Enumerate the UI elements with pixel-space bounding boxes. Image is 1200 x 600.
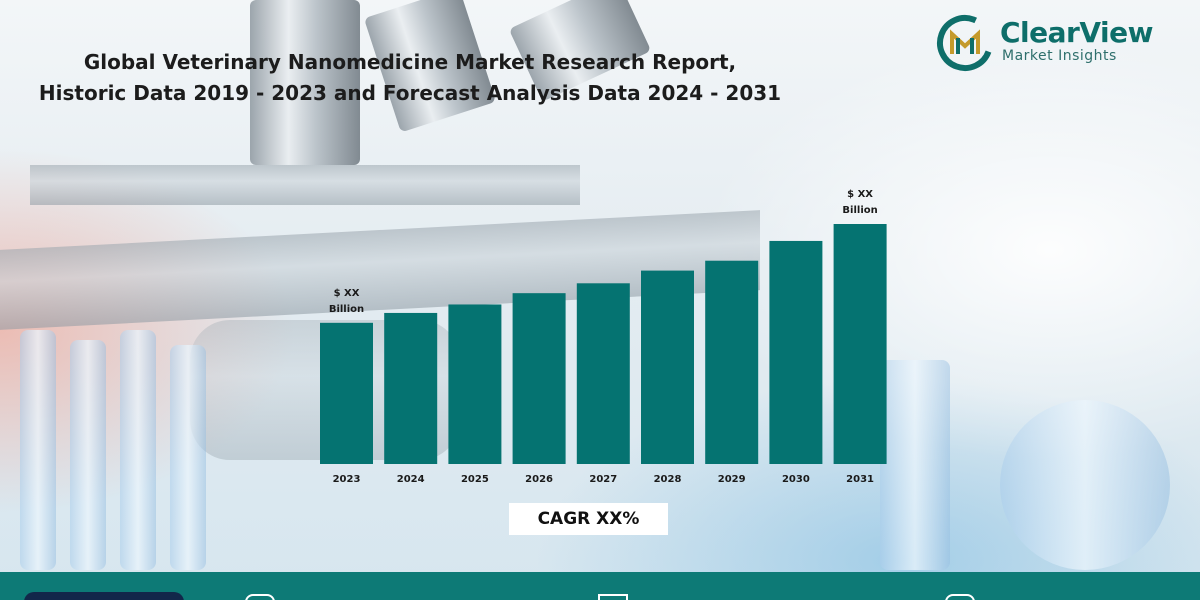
chart-title: Global Veterinary Nanomedicine Market Re… <box>30 47 790 109</box>
logo-tagline: Market Insights <box>1002 48 1117 64</box>
x-tick-label: 2025 <box>461 474 489 485</box>
phone-icon[interactable] <box>945 594 975 600</box>
lab-flask <box>1000 400 1170 570</box>
test-tube <box>120 330 156 570</box>
bar-2024 <box>384 312 438 464</box>
test-tube <box>20 330 56 570</box>
x-tick-label: 2029 <box>718 474 746 485</box>
test-tube <box>170 345 206 570</box>
bar-2030 <box>769 240 823 464</box>
bar-2023 <box>320 322 373 464</box>
microscope-arm <box>30 165 580 205</box>
globe-icon[interactable] <box>245 594 275 600</box>
bar-2026 <box>512 293 566 464</box>
bar-2027 <box>576 283 630 464</box>
title-line-1: Global Veterinary Nanomedicine Market Re… <box>83 50 737 74</box>
x-tick-label: 2026 <box>525 474 553 485</box>
bar-data-label: Billion <box>329 304 364 315</box>
bar-data-label: Billion <box>842 205 877 216</box>
x-tick-label: 2028 <box>654 474 682 485</box>
x-tick-label: 2023 <box>333 474 361 485</box>
x-tick-label: 2030 <box>782 474 810 485</box>
bar-2025 <box>448 304 502 464</box>
bar-2028 <box>641 270 694 464</box>
x-tick-label: 2024 <box>397 474 425 485</box>
mail-icon[interactable] <box>598 594 628 600</box>
x-tick-label: 2027 <box>589 474 617 485</box>
footer-bar <box>0 572 1200 600</box>
brand-logo[interactable]: ClearView Market Insights <box>936 14 1176 74</box>
microscope-objective-left <box>250 0 360 165</box>
lab-flask <box>880 360 950 570</box>
bar-2031 <box>833 224 887 464</box>
title-line-2: Historic Data 2019 - 2023 and Forecast A… <box>38 81 782 105</box>
cagr-label: CAGR XX% <box>509 503 668 535</box>
test-tube <box>70 340 106 570</box>
footer-button[interactable] <box>24 592 184 600</box>
bar-data-label: $ XX <box>334 288 360 299</box>
x-tick-label: 2031 <box>846 474 874 485</box>
clearview-logo-icon <box>937 15 993 71</box>
logo-name: ClearView <box>1000 16 1153 49</box>
bar-2029 <box>705 260 759 464</box>
bar-data-label: $ XX <box>847 189 873 200</box>
